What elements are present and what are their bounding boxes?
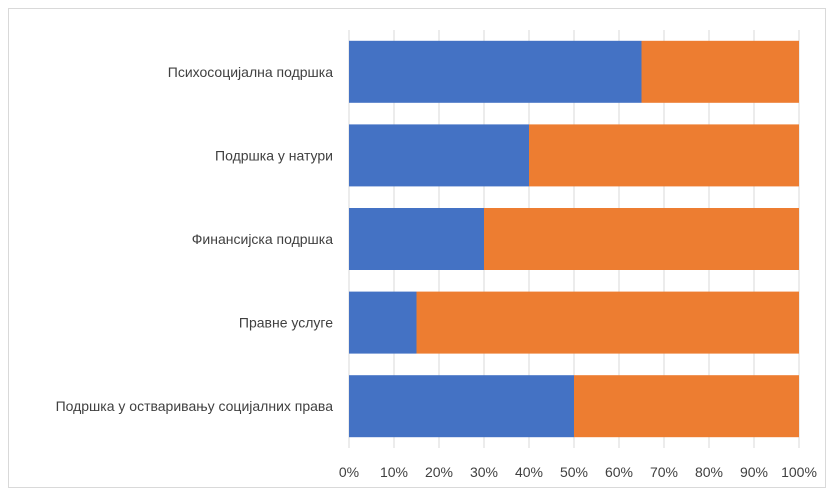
bar-segment-blue [349, 124, 529, 187]
bar-segment-blue [349, 375, 574, 438]
bar-segment-orange [641, 40, 799, 103]
x-tick-label: 70% [650, 464, 678, 480]
x-tick-label: 90% [740, 464, 768, 480]
x-tick-label: 100% [781, 464, 817, 480]
x-tick-label: 60% [605, 464, 633, 480]
x-tick-label: 50% [560, 464, 588, 480]
bar-segment-blue [349, 208, 484, 270]
x-tick-label: 30% [470, 464, 498, 480]
bars [349, 40, 799, 438]
bar-segment-blue [349, 291, 417, 354]
x-tick-label: 20% [425, 464, 453, 480]
category-label: Финансијска подршка [192, 231, 333, 247]
category-label: Психосоцијална подршка [168, 64, 333, 80]
bar-segment-orange [574, 375, 799, 438]
bar-segment-orange [529, 124, 799, 187]
x-tick-labels: 0% 10% 20% 30% 40% 50% 60% 70% 80% 90% 100% [339, 464, 817, 480]
bar-segment-orange [416, 291, 799, 354]
category-label: Подршка у натури [215, 147, 333, 163]
category-label: Подршка у остваривању социјалних права [56, 398, 334, 414]
x-tick-label: 40% [515, 464, 543, 480]
x-tick-label: 80% [695, 464, 723, 480]
x-tick-label: 0% [339, 464, 359, 480]
category-labels: Подршка у остваривању социјалних права Пр… [56, 64, 334, 414]
bar-segment-blue [349, 40, 642, 103]
category-label: Правне услуге [239, 315, 333, 331]
x-tick-label: 10% [380, 464, 408, 480]
bar-segment-orange [484, 208, 799, 270]
